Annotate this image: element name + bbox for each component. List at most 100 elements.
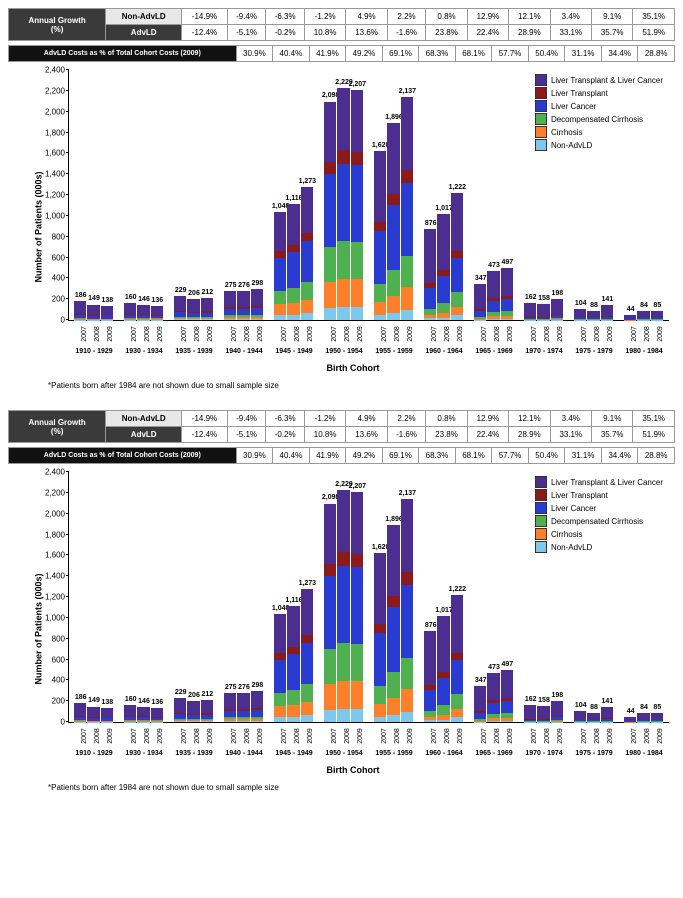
bar-segment <box>301 635 313 643</box>
bar-segment <box>424 288 436 309</box>
bar-segment <box>287 705 299 716</box>
bar-segment <box>387 698 399 715</box>
bar-segment <box>337 279 349 307</box>
bar-total-label: 298 <box>251 280 263 287</box>
cost-row-value: 50.4% <box>528 448 565 464</box>
bar-segment <box>337 709 349 722</box>
bar-total-label: 146 <box>138 296 150 303</box>
bar-segment <box>587 713 599 720</box>
x-year-tick: 2009 <box>357 326 364 342</box>
bar-segment <box>201 700 213 713</box>
stacked-bar <box>137 707 149 722</box>
x-year-tick: 2008 <box>94 728 101 744</box>
cost-row-value: 69.1% <box>382 448 419 464</box>
bar-segment <box>224 291 236 307</box>
bar-total-label: 84 <box>640 302 648 309</box>
bar-segment <box>301 187 313 233</box>
stacked-bar <box>351 492 363 722</box>
advld-value: 33.1% <box>550 427 591 443</box>
legend-item: Non-AdvLD <box>535 541 663 553</box>
bar-segment <box>137 707 149 716</box>
cohort-tick: 1930 - 1934 <box>125 348 162 355</box>
legend-label: Decompensated Cirrhosis <box>551 517 643 526</box>
x-year-tick: 2007 <box>381 326 388 342</box>
bar-segment <box>551 299 563 314</box>
stacked-bar <box>201 298 213 320</box>
cohort-tick: 1965 - 1969 <box>475 750 512 757</box>
legend-swatch <box>535 476 547 488</box>
y-tick: 2,000 <box>39 509 65 518</box>
legend-item: Liver Transplant & Liver Cancer <box>535 74 663 86</box>
stacked-bar <box>187 701 199 722</box>
legend-item: Liver Transplant <box>535 489 663 501</box>
stacked-bar <box>351 90 363 320</box>
advld-value: 35.7% <box>592 25 633 41</box>
bar-segment <box>451 694 463 709</box>
bar-total-label: 876 <box>425 220 437 227</box>
x-year-tick: 2008 <box>244 326 251 342</box>
cohort-tick: 1910 - 1929 <box>75 348 112 355</box>
bar-segment <box>87 707 99 718</box>
x-year-tick: 2007 <box>431 326 438 342</box>
bar-segment <box>187 721 199 722</box>
stacked-bar <box>501 670 513 722</box>
stacked-bar <box>401 97 413 320</box>
bar-segment <box>451 251 463 258</box>
bar-segment <box>174 319 186 320</box>
x-year-tick: 2007 <box>231 728 238 744</box>
bar-segment <box>601 707 613 717</box>
bar-segment <box>451 717 463 722</box>
bar-segment <box>337 643 349 681</box>
bar-segment <box>424 631 436 685</box>
cost-row-value: 57.7% <box>492 448 529 464</box>
x-year-tick: 2009 <box>657 728 664 744</box>
x-year-tick: 2008 <box>344 326 351 342</box>
bar-segment <box>401 97 413 170</box>
bar-segment <box>124 705 136 715</box>
bar-segment <box>324 308 336 320</box>
x-year-tick: 2007 <box>531 326 538 342</box>
bar-segment <box>201 319 213 320</box>
advld-label: AdvLD <box>106 25 182 41</box>
stacked-bar <box>551 299 563 320</box>
bar-segment <box>324 504 336 564</box>
bar-total-label: 473 <box>488 262 500 269</box>
bar-segment <box>351 307 363 320</box>
stacked-bar <box>401 499 413 722</box>
x-year-tick: 2009 <box>507 728 514 744</box>
bar-total-label: 2,207 <box>349 81 367 88</box>
bar-segment <box>501 268 513 296</box>
bar-segment <box>274 614 286 654</box>
bar-segment <box>451 660 463 694</box>
x-year-tick: 2009 <box>207 728 214 744</box>
cohort-tick: 1935 - 1939 <box>175 348 212 355</box>
advld-label: AdvLD <box>106 427 182 443</box>
advld-value: -1.6% <box>387 25 426 41</box>
stacked-bar <box>101 306 113 320</box>
x-year-tick: 2009 <box>507 326 514 342</box>
bar-total-label: 85 <box>653 704 661 711</box>
bar-segment <box>351 165 363 242</box>
bar-total-label: 1,273 <box>299 580 317 587</box>
stacked-bar <box>237 291 249 320</box>
cost-row-label: AdvLD Costs as % of Total Cohort Costs (… <box>9 46 237 62</box>
y-tick: 800 <box>39 634 65 643</box>
x-year-tick: 2009 <box>457 326 464 342</box>
x-year-tick: 2007 <box>631 728 638 744</box>
bar-segment <box>401 256 413 287</box>
cohort-tick: 1980 - 1984 <box>625 750 662 757</box>
legend-label: Liver Transplant & Liver Cancer <box>551 76 663 85</box>
bar-total-label: 1,222 <box>449 586 467 593</box>
stacked-bar <box>337 490 349 722</box>
cost-row-label: AdvLD Costs as % of Total Cohort Costs (… <box>9 448 237 464</box>
x-year-tick: 2007 <box>431 728 438 744</box>
legend-item: Cirrhosis <box>535 126 663 138</box>
x-year-tick: 2007 <box>331 326 338 342</box>
bar-segment <box>337 681 349 709</box>
bar-segment <box>287 315 299 320</box>
stacked-bar <box>101 708 113 722</box>
bar-segment <box>501 670 513 698</box>
bar-segment <box>387 715 399 722</box>
cost-row-value: 68.1% <box>455 448 492 464</box>
bar-segment <box>324 649 336 683</box>
